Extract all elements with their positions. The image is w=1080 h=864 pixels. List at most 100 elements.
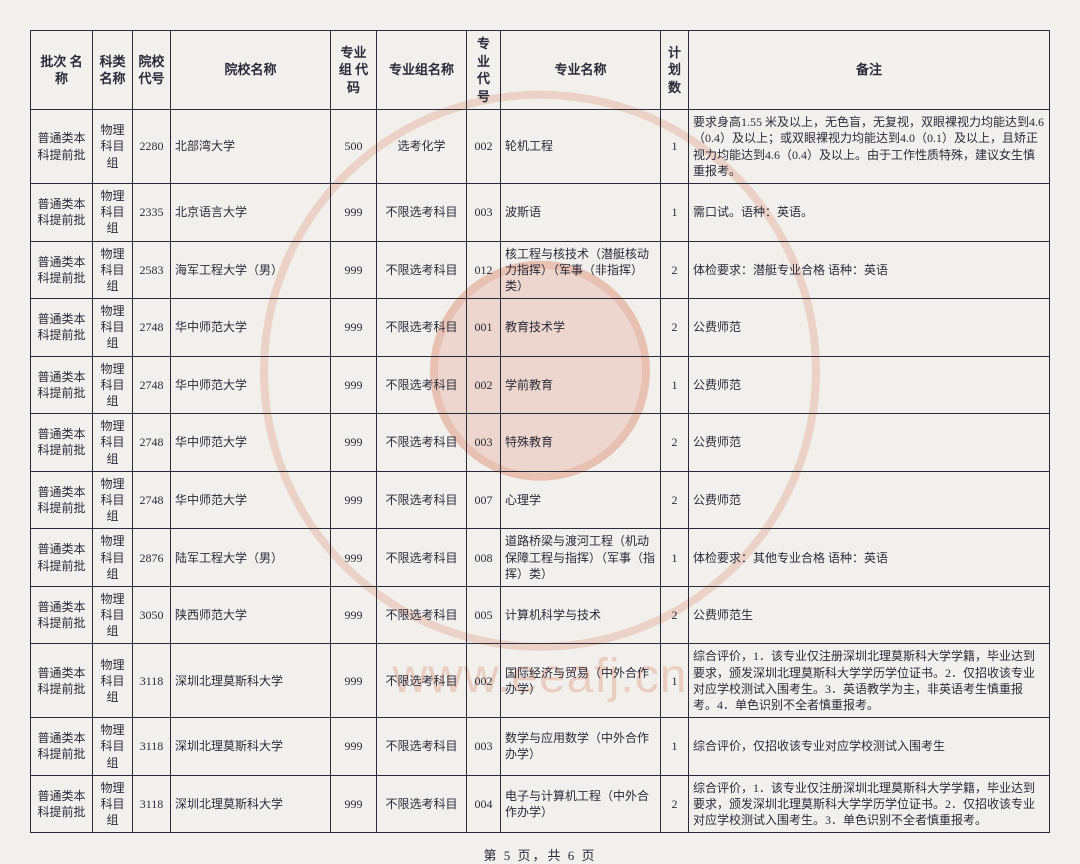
cell-batch: 普通类本科提前批 [31, 299, 93, 357]
cell-group_name: 选考化学 [377, 110, 467, 184]
cell-school_name: 海军工程大学（男） [171, 241, 331, 299]
cell-plan: 2 [661, 586, 689, 644]
admission-plan-table: 批次 名称 科类 名称 院校 代号 院校名称 专业组 代码 专业组名称 专业 代… [30, 30, 1050, 833]
cell-school_code: 3050 [133, 586, 171, 644]
cell-subject: 物理科目组 [93, 356, 133, 414]
cell-plan: 2 [661, 241, 689, 299]
cell-school_code: 2280 [133, 110, 171, 184]
cell-plan: 2 [661, 414, 689, 472]
cell-batch: 普通类本科提前批 [31, 110, 93, 184]
table-body: 普通类本科提前批物理科目组2280北部湾大学500选考化学002轮机工程1要求身… [31, 110, 1050, 833]
table-row: 普通类本科提前批物理科目组2876陆军工程大学（男）999不限选考科目008道路… [31, 529, 1050, 587]
cell-school_name: 深圳北理莫斯科大学 [171, 718, 331, 776]
cell-school_name: 华中师范大学 [171, 471, 331, 529]
cell-school_code: 2583 [133, 241, 171, 299]
cell-group_code: 999 [331, 183, 377, 241]
cell-batch: 普通类本科提前批 [31, 775, 93, 833]
cell-major_name: 特殊教育 [501, 414, 661, 472]
th-school-name: 院校名称 [171, 31, 331, 110]
cell-major_name: 心理学 [501, 471, 661, 529]
th-major-code: 专业 代号 [467, 31, 501, 110]
cell-note: 需口试。语种：英语。 [689, 183, 1050, 241]
cell-group_code: 999 [331, 586, 377, 644]
table-row: 普通类本科提前批物理科目组3050陕西师范大学999不限选考科目005计算机科学… [31, 586, 1050, 644]
cell-group_code: 999 [331, 775, 377, 833]
cell-subject: 物理科目组 [93, 718, 133, 776]
cell-school_name: 深圳北理莫斯科大学 [171, 644, 331, 718]
cell-group_name: 不限选考科目 [377, 529, 467, 587]
cell-note: 公费师范 [689, 356, 1050, 414]
cell-note: 综合评价，仅招收该专业对应学校测试入围考生 [689, 718, 1050, 776]
cell-subject: 物理科目组 [93, 299, 133, 357]
cell-school_code: 3118 [133, 775, 171, 833]
cell-major_name: 电子与计算机工程（中外合作办学） [501, 775, 661, 833]
cell-school_code: 2876 [133, 529, 171, 587]
cell-plan: 1 [661, 529, 689, 587]
cell-batch: 普通类本科提前批 [31, 586, 93, 644]
cell-subject: 物理科目组 [93, 110, 133, 184]
cell-school_name: 华中师范大学 [171, 299, 331, 357]
cell-group_code: 999 [331, 241, 377, 299]
cell-major_name: 计算机科学与技术 [501, 586, 661, 644]
cell-subject: 物理科目组 [93, 644, 133, 718]
cell-major_name: 学前教育 [501, 356, 661, 414]
table-row: 普通类本科提前批物理科目组3118深圳北理莫斯科大学999不限选考科目004电子… [31, 775, 1050, 833]
cell-subject: 物理科目组 [93, 183, 133, 241]
cell-major_name: 核工程与核技术（潜艇核动力指挥）（军事（非指挥）类） [501, 241, 661, 299]
cell-school_code: 3118 [133, 644, 171, 718]
table-row: 普通类本科提前批物理科目组2583海军工程大学（男）999不限选考科目012核工… [31, 241, 1050, 299]
cell-school_code: 3118 [133, 718, 171, 776]
cell-major_name: 国际经济与贸易（中外合作办学） [501, 644, 661, 718]
cell-major_code: 003 [467, 183, 501, 241]
cell-school_name: 北部湾大学 [171, 110, 331, 184]
cell-major_code: 003 [467, 718, 501, 776]
cell-note: 综合评价，1．该专业仅注册深圳北理莫斯科大学学籍，毕业达到要求，颁发深圳北理莫斯… [689, 775, 1050, 833]
table-row: 普通类本科提前批物理科目组2280北部湾大学500选考化学002轮机工程1要求身… [31, 110, 1050, 184]
page-content: 批次 名称 科类 名称 院校 代号 院校名称 专业组 代码 专业组名称 专业 代… [30, 30, 1050, 864]
cell-subject: 物理科目组 [93, 241, 133, 299]
cell-subject: 物理科目组 [93, 586, 133, 644]
cell-plan: 2 [661, 775, 689, 833]
cell-major_name: 数学与应用数学（中外合作办学） [501, 718, 661, 776]
page-footer: 第 5 页，共 6 页 [30, 845, 1050, 864]
cell-school_name: 陆军工程大学（男） [171, 529, 331, 587]
th-major-name: 专业名称 [501, 31, 661, 110]
cell-group_name: 不限选考科目 [377, 644, 467, 718]
cell-batch: 普通类本科提前批 [31, 718, 93, 776]
cell-major_code: 001 [467, 299, 501, 357]
cell-batch: 普通类本科提前批 [31, 414, 93, 472]
cell-major_name: 道路桥梁与渡河工程（机动保障工程与指挥）（军事（指挥）类） [501, 529, 661, 587]
cell-group_name: 不限选考科目 [377, 586, 467, 644]
cell-school_code: 2748 [133, 471, 171, 529]
cell-group_name: 不限选考科目 [377, 471, 467, 529]
cell-plan: 1 [661, 718, 689, 776]
cell-group_name: 不限选考科目 [377, 775, 467, 833]
cell-group_code: 999 [331, 718, 377, 776]
cell-group_code: 999 [331, 414, 377, 472]
cell-group_name: 不限选考科目 [377, 183, 467, 241]
cell-group_name: 不限选考科目 [377, 718, 467, 776]
cell-major_code: 004 [467, 775, 501, 833]
cell-batch: 普通类本科提前批 [31, 529, 93, 587]
cell-group_name: 不限选考科目 [377, 356, 467, 414]
table-row: 普通类本科提前批物理科目组3118深圳北理莫斯科大学999不限选考科目003数学… [31, 718, 1050, 776]
cell-note: 公费师范 [689, 471, 1050, 529]
cell-plan: 2 [661, 299, 689, 357]
cell-batch: 普通类本科提前批 [31, 183, 93, 241]
cell-note: 公费师范生 [689, 586, 1050, 644]
th-batch: 批次 名称 [31, 31, 93, 110]
th-subject: 科类 名称 [93, 31, 133, 110]
cell-note: 体检要求：其他专业合格 语种：英语 [689, 529, 1050, 587]
cell-school_code: 2748 [133, 299, 171, 357]
cell-major_name: 波斯语 [501, 183, 661, 241]
cell-subject: 物理科目组 [93, 529, 133, 587]
cell-batch: 普通类本科提前批 [31, 356, 93, 414]
cell-note: 体检要求：潜艇专业合格 语种：英语 [689, 241, 1050, 299]
cell-plan: 1 [661, 183, 689, 241]
cell-school_name: 陕西师范大学 [171, 586, 331, 644]
cell-batch: 普通类本科提前批 [31, 241, 93, 299]
cell-school_code: 2748 [133, 356, 171, 414]
cell-plan: 1 [661, 644, 689, 718]
cell-plan: 1 [661, 110, 689, 184]
cell-major_code: 002 [467, 110, 501, 184]
